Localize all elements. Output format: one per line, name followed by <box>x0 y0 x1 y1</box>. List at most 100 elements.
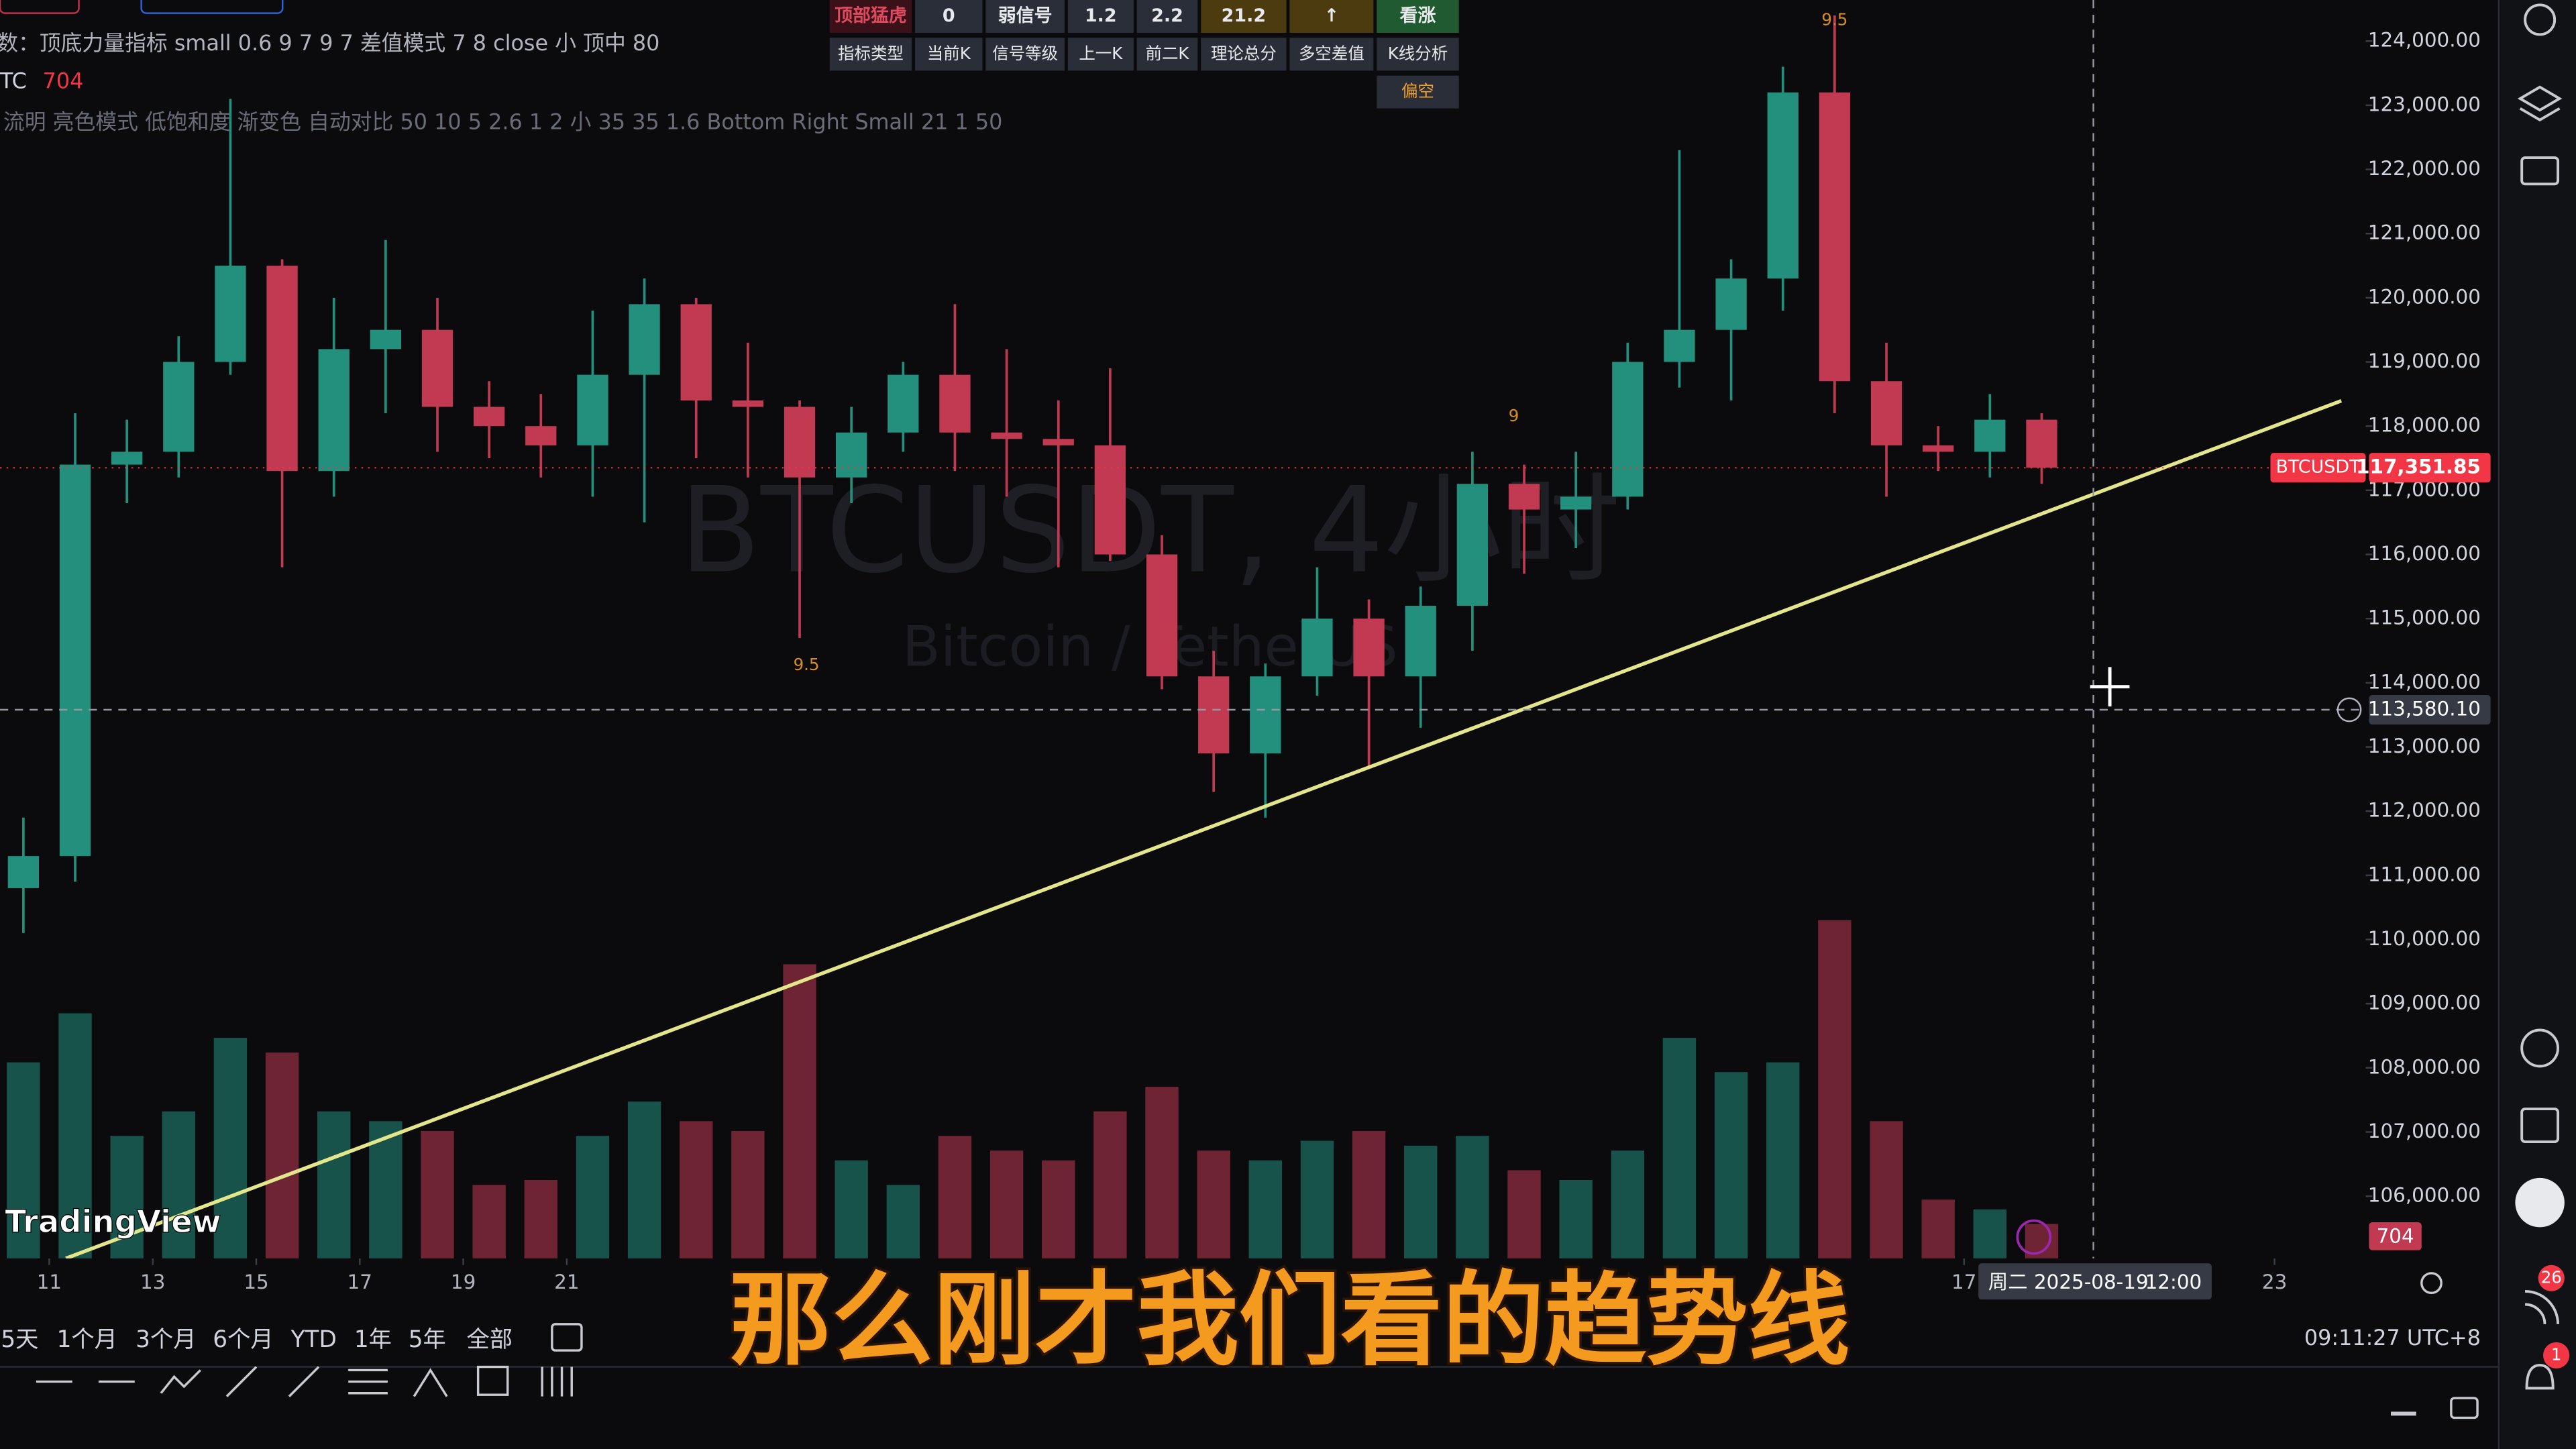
table-cell <box>829 0 912 33</box>
volume-bar <box>1300 1140 1334 1258</box>
icon-target[interactable] <box>2520 1028 2560 1068</box>
table-cell <box>985 38 1065 71</box>
logo: TradingView <box>5 1203 221 1240</box>
volume-bar <box>886 1185 920 1258</box>
candle-body <box>215 266 246 362</box>
annotation: 9.5 <box>1821 10 1847 30</box>
trendline <box>65 398 2343 1258</box>
date-range-icon[interactable] <box>551 1323 583 1352</box>
candle-body <box>836 432 867 478</box>
volume-bar <box>1559 1179 1593 1258</box>
x-tick-label: 19 <box>451 1271 476 1293</box>
icon-calendar[interactable] <box>2520 1108 2560 1143</box>
table-value: 21.2 <box>1222 5 1266 26</box>
volume-bar <box>576 1136 610 1258</box>
volume-bar <box>731 1130 765 1258</box>
sidebar-icons <box>2515 3 2565 1390</box>
candle-body <box>1560 496 1592 510</box>
maximize[interactable] <box>2450 1397 2479 1419</box>
candle-body <box>1819 92 1851 382</box>
icon-chat[interactable] <box>2520 156 2560 186</box>
volume-bar <box>1714 1072 1748 1258</box>
x-tick-label: 15 <box>244 1271 268 1293</box>
y-tick-label: 115,000.00 <box>2368 606 2481 629</box>
range-button[interactable]: YTD <box>290 1326 337 1353</box>
crosshair-y-label: 113,580.10 <box>2368 698 2481 720</box>
y-tick-label: 122,000.00 <box>2368 157 2481 180</box>
icon-clock[interactable] <box>2524 3 2557 36</box>
candle-body <box>1974 419 2006 452</box>
volume-bar <box>58 1013 92 1258</box>
range-button[interactable]: 5年 <box>409 1326 446 1353</box>
candle-body <box>1612 362 1644 497</box>
candle-body <box>784 407 816 478</box>
candle-body <box>1664 329 1695 362</box>
icon-apps[interactable] <box>2515 1177 2565 1228</box>
drawing-toolbar <box>36 1272 2479 1419</box>
range-button[interactable]: 1年 <box>354 1326 392 1353</box>
volume-label: 704 <box>2377 1225 2414 1248</box>
settings[interactable] <box>2420 1272 2443 1295</box>
range-button[interactable]: 5天 <box>1 1326 38 1353</box>
candle-body <box>1923 445 1954 452</box>
y-tick-label: 119,000.00 <box>2368 350 2481 372</box>
y-tick-label: 110,000.00 <box>2368 927 2481 950</box>
icon-layers[interactable] <box>2517 85 2563 122</box>
x-tick-label: 23 <box>2262 1271 2287 1293</box>
y-tick-label: 112,000.00 <box>2368 799 2481 822</box>
table-cell <box>915 0 983 33</box>
volume-bar <box>1042 1160 1075 1258</box>
tool[interactable] <box>348 1368 388 1395</box>
icon-bell[interactable] <box>2525 1364 2555 1390</box>
y-tick-label: 118,000.00 <box>2368 414 2481 437</box>
table-header: 指标类型 <box>838 44 904 63</box>
table-cell <box>1377 75 1459 109</box>
candle-body <box>1042 439 1074 445</box>
cursor <box>2090 667 2130 707</box>
range-button[interactable]: 1个月 <box>57 1326 117 1353</box>
table-value: 看涨 <box>1400 5 1436 26</box>
x-tick-label: 13 <box>140 1271 165 1293</box>
candle-body <box>59 464 91 857</box>
tool[interactable] <box>288 1366 320 1397</box>
y-tick-label: 123,000.00 <box>2368 93 2481 115</box>
table-header: K线分析 <box>1388 44 1448 63</box>
last-price-tag <box>2270 453 2366 483</box>
y-tick-label: 116,000.00 <box>2368 542 2481 565</box>
candle-body <box>2026 419 2057 468</box>
range-button[interactable]: 3个月 <box>136 1326 196 1353</box>
table-value: ↑ <box>1324 5 1340 26</box>
badge-label: 26 <box>2541 1267 2562 1287</box>
y-tick-label: 107,000.00 <box>2368 1120 2481 1142</box>
tool[interactable] <box>160 1369 201 1394</box>
tool[interactable] <box>541 1366 573 1397</box>
table-value: 2.2 <box>1151 5 1183 26</box>
range-button[interactable]: 6个月 <box>213 1326 273 1353</box>
volume-bar <box>1611 1150 1644 1258</box>
last-price-label: 117,351.85 <box>2356 455 2481 478</box>
top-button[interactable] <box>140 0 284 14</box>
minimize[interactable] <box>2391 1411 2416 1416</box>
tool[interactable] <box>225 1366 258 1397</box>
volume-bar <box>1145 1087 1179 1258</box>
y-tick-label: 121,000.00 <box>2368 221 2481 244</box>
y-tick-label: 106,000.00 <box>2368 1184 2481 1207</box>
candle-body <box>318 349 350 472</box>
icon-stream[interactable] <box>2524 1289 2560 1324</box>
volume-bar <box>627 1102 661 1258</box>
candle-body <box>111 451 143 465</box>
tool[interactable] <box>413 1368 448 1397</box>
top-button[interactable] <box>0 0 80 14</box>
overlay: 106,000.00 107,000.00 108,000.00 109,000.00… <box>0 0 2570 1382</box>
range-button[interactable]: 全部 <box>467 1326 513 1353</box>
table-cell <box>985 0 1065 33</box>
tool[interactable] <box>476 1365 509 1396</box>
candle-body <box>1405 606 1436 677</box>
volume-bar <box>1507 1170 1541 1258</box>
volume-bar <box>783 964 816 1258</box>
candle-body <box>1508 484 1540 510</box>
crosshair-x-box <box>1978 1263 2212 1300</box>
table-value: 顶部猛虎 <box>835 5 907 26</box>
table-cell <box>1201 0 1287 33</box>
